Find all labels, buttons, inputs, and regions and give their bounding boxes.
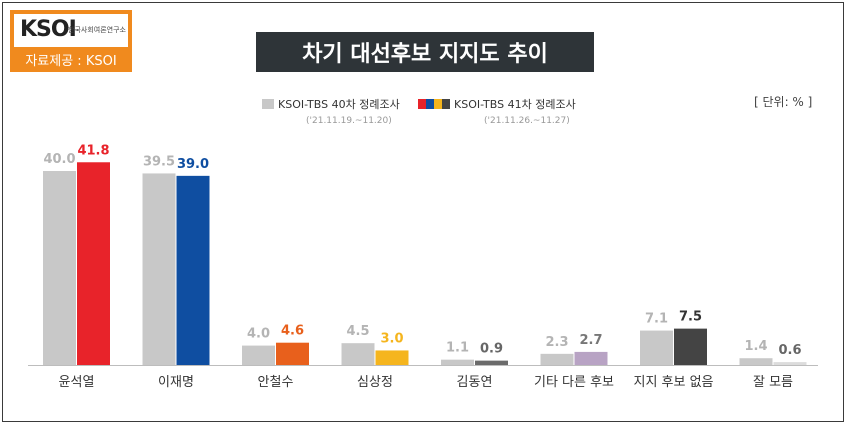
data-label-series-2: 7.5 — [679, 310, 702, 325]
category-label: 지지 후보 없음 — [633, 375, 713, 390]
data-label-series-2: 41.8 — [77, 143, 109, 158]
data-label-series-1: 39.5 — [143, 154, 175, 169]
category-label: 잘 모름 — [753, 375, 793, 390]
legend-swatch-series-2 — [418, 99, 450, 109]
data-label-series-2: 0.6 — [778, 343, 801, 358]
bar-series-1 — [441, 359, 474, 365]
bar-series-2 — [176, 175, 210, 365]
data-label-series-1: 7.1 — [645, 312, 668, 327]
legend-period-series-2: ('21.11.26.~11.27) — [484, 116, 570, 126]
legend-item-series-1: KSOI-TBS 40차 정례조사 — [262, 96, 400, 112]
category-label: 윤석열 — [59, 375, 95, 390]
data-label-series-1: 4.0 — [247, 327, 270, 342]
bar-series-2 — [674, 328, 707, 365]
bar-series-1 — [640, 330, 673, 365]
logo-panel: KSOI 한국사회여론연구소 — [14, 14, 128, 47]
category-label: 심상정 — [357, 375, 393, 390]
bar-series-2 — [77, 162, 110, 365]
bar-series-2 — [475, 360, 508, 365]
bar-series-1 — [739, 358, 773, 365]
bar-series-1 — [142, 173, 176, 365]
legend-label-series-1: KSOI-TBS 40차 정례조사 — [278, 98, 400, 111]
bar-series-2 — [276, 342, 309, 365]
data-label-series-1: 1.1 — [446, 341, 469, 356]
logo-wordmark: KSOI — [20, 17, 77, 42]
bar-series-1 — [242, 345, 275, 365]
bar-series-2 — [375, 350, 409, 365]
unit-label: [ 단위: % ] — [754, 95, 813, 109]
data-label-series-2: 2.7 — [579, 333, 602, 348]
logo-org-name: 한국사회여론연구소 — [68, 26, 126, 34]
bar-series-2 — [574, 351, 608, 365]
data-label-series-1: 2.3 — [545, 335, 568, 350]
bar-series-2 — [773, 362, 807, 365]
legend-item-series-2: KSOI-TBS 41차 정례조사 — [418, 96, 576, 112]
data-label-series-1: 40.0 — [43, 152, 75, 167]
data-label-series-1: 4.5 — [346, 324, 369, 339]
legend-swatch-series-1 — [262, 99, 274, 109]
category-label: 기타 다른 후보 — [534, 375, 614, 390]
data-label-series-2: 4.6 — [281, 324, 304, 339]
legend-label-series-2: KSOI-TBS 41차 정례조사 — [454, 98, 576, 111]
logo-badge: KSOI 한국사회여론연구소 자료제공 : KSOI — [10, 10, 132, 72]
chart-title: 차기 대선후보 지지도 추이 — [256, 32, 594, 72]
data-label-series-1: 1.4 — [744, 339, 767, 354]
source-label: 자료제공 : KSOI — [25, 54, 117, 69]
data-label-series-2: 0.9 — [480, 342, 503, 357]
bar-series-1 — [43, 171, 76, 365]
category-label: 안철수 — [258, 375, 294, 390]
bar-series-1 — [540, 353, 574, 365]
data-label-series-2: 3.0 — [380, 331, 403, 346]
bar-series-1 — [341, 343, 375, 365]
category-label: 이재명 — [158, 375, 194, 390]
data-label-series-2: 39.0 — [177, 157, 209, 172]
legend-period-series-1: ('21.11.19.~11.20) — [306, 116, 392, 126]
category-label: 김동연 — [457, 375, 493, 390]
